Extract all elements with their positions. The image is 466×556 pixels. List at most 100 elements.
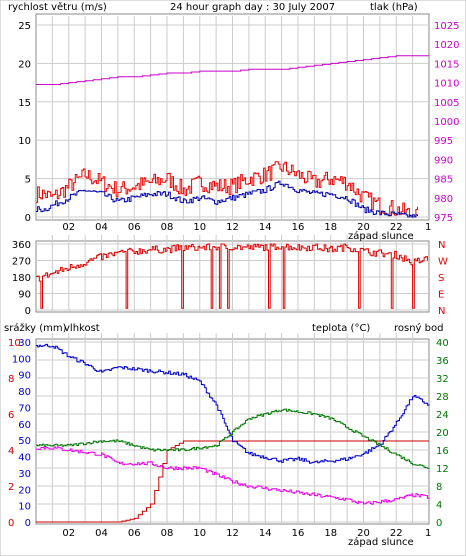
wind-xtick-label: 12 xyxy=(226,222,239,233)
pressure-ytick-label: 1025 xyxy=(434,21,459,32)
temperature-ytick-label: 8 xyxy=(436,482,442,493)
wind-ytick-label: 15 xyxy=(18,98,31,109)
dewpoint-line xyxy=(36,446,430,505)
compass-label: W xyxy=(438,257,448,268)
humidity-ytick-label: 10 xyxy=(18,502,31,513)
wind-ytick-label: 20 xyxy=(18,59,31,70)
rain-xtick-label: 16 xyxy=(292,528,305,539)
rain-xtick-label: 02 xyxy=(62,528,75,539)
direction-ytick-label: 90 xyxy=(18,290,31,301)
compass-label: E xyxy=(438,290,444,301)
rain-xtick-label: 20 xyxy=(357,528,370,539)
pressure-ytick-label: 975 xyxy=(434,213,453,224)
pressure-ytick-label: 1010 xyxy=(434,79,459,90)
rain-xtick-label: 22 xyxy=(390,528,403,539)
wind-xtick-label: 02 xyxy=(62,222,75,233)
rain-xtick-label: 14 xyxy=(259,528,272,539)
direction-ytick-label: 180 xyxy=(12,273,31,284)
direction-ytick-label: 0 xyxy=(25,306,31,317)
wind-xtick-label: 08 xyxy=(161,222,174,233)
temperature-ytick-label: 28 xyxy=(436,392,449,403)
rain-xtick-label: 1 xyxy=(425,528,431,539)
temperature-ytick-label: 0 xyxy=(436,518,442,529)
humidity-ytick-label: 0 xyxy=(25,518,31,529)
dewpoint-label: rosný bod xyxy=(394,322,443,334)
rain-ytick-label: 4 xyxy=(8,446,14,457)
humidity-ytick-label: 90 xyxy=(18,371,31,382)
rain-xtick-label: 06 xyxy=(128,528,141,539)
humidity-ytick-label: 80 xyxy=(18,387,31,398)
temperature-ytick-label: 36 xyxy=(436,356,449,367)
pressure-ytick-label: 1015 xyxy=(434,59,459,70)
compass-label: S xyxy=(438,273,444,284)
temperature-ytick-label: 40 xyxy=(436,338,449,349)
wind-xtick-label: 16 xyxy=(292,222,305,233)
pressure-ytick-label: 990 xyxy=(434,155,453,166)
grid-lines xyxy=(36,16,429,524)
humidity-ytick-label: 20 xyxy=(18,485,31,496)
pressure-ytick-label: 1000 xyxy=(434,117,459,128)
wind-ytick-label: 0 xyxy=(25,213,31,224)
rain-ytick-label: 0 xyxy=(8,518,14,529)
rain-xtick-label: 08 xyxy=(161,528,174,539)
temperature-label: teplota (°C) xyxy=(312,323,370,334)
wind-xtick-label: 22 xyxy=(390,222,403,233)
wind-xtick-label: 14 xyxy=(259,222,272,233)
wind-direction-line xyxy=(36,243,428,309)
temperature-ytick-label: 12 xyxy=(436,464,449,475)
rain-ytick-label: 2 xyxy=(8,482,14,493)
rain-xtick-label: 04 xyxy=(95,528,108,539)
humidity-ytick-label: 60 xyxy=(18,420,31,431)
wind-xtick-label: 06 xyxy=(128,222,141,233)
compass-label: N xyxy=(438,240,445,251)
wind-xtick-label: 04 xyxy=(95,222,108,233)
pressure-ytick-label: 1005 xyxy=(434,98,459,109)
direction-ytick-label: 360 xyxy=(12,240,31,251)
rain-xtick-label: 12 xyxy=(226,528,239,539)
sunset-label-bottom: západ slunce xyxy=(348,536,414,548)
humidity-label: vlhkost xyxy=(64,323,100,334)
temperature-ytick-label: 24 xyxy=(436,410,449,421)
pressure-ytick-label: 995 xyxy=(434,136,453,147)
wind-ytick-label: 25 xyxy=(18,21,31,32)
pressure-line xyxy=(36,55,429,85)
temperature-ytick-label: 4 xyxy=(436,500,442,511)
graph-title: 24 hour graph day : 30 July 2007 xyxy=(170,2,335,13)
temperature-ytick-label: 20 xyxy=(436,428,449,439)
sunset-label-top: západ slunce xyxy=(348,230,414,242)
wind-gust-line xyxy=(36,161,418,218)
pressure-ytick-label: 985 xyxy=(434,175,453,186)
rain-ytick-label: 10 xyxy=(8,338,21,349)
humidity-ytick-label: 30 xyxy=(18,338,31,349)
rain-ytick-label: 6 xyxy=(8,410,14,421)
axis-labels: 02 04 06 08 10 12 14 16 18 20 22 102 04 06 08 10 12 14 16 1… xyxy=(8,21,459,539)
pressure-ytick-label: 1020 xyxy=(434,40,459,51)
humidity-ytick-label: 50 xyxy=(18,436,31,447)
wind-xtick-label: 18 xyxy=(324,222,337,233)
humidity-ytick-label: 30 xyxy=(18,469,31,480)
humidity-ytick-label: 40 xyxy=(18,453,31,464)
humidity-ytick-label: 70 xyxy=(18,403,31,414)
rain-xtick-label: 18 xyxy=(324,528,337,539)
compass-label: N xyxy=(438,306,445,317)
pressure-ytick-label: 980 xyxy=(434,194,453,205)
humidity-line xyxy=(36,343,430,464)
wind-ytick-label: 10 xyxy=(18,136,31,147)
wind-ytick-label: 5 xyxy=(25,175,31,186)
temperature-ytick-label: 16 xyxy=(436,446,449,457)
rain-xtick-label: 10 xyxy=(193,528,206,539)
pressure-label: tlak (hPa) xyxy=(370,2,418,13)
wind-xtick-label: 10 xyxy=(193,222,206,233)
temperature-ytick-label: 32 xyxy=(436,374,449,385)
rain-label: srážky (mm) xyxy=(4,322,67,334)
humidity-ytick-label: 100 xyxy=(12,354,31,365)
rain-ytick-label: 8 xyxy=(8,374,14,385)
data-series xyxy=(36,55,430,523)
wind-speed-label: rychlost větru (m/s) xyxy=(8,1,107,13)
wind-average-line xyxy=(36,180,418,218)
direction-ytick-label: 270 xyxy=(12,257,31,268)
temperature-line xyxy=(36,408,430,469)
wind-xtick-label: 1 xyxy=(425,222,431,233)
rain-line xyxy=(36,440,429,523)
